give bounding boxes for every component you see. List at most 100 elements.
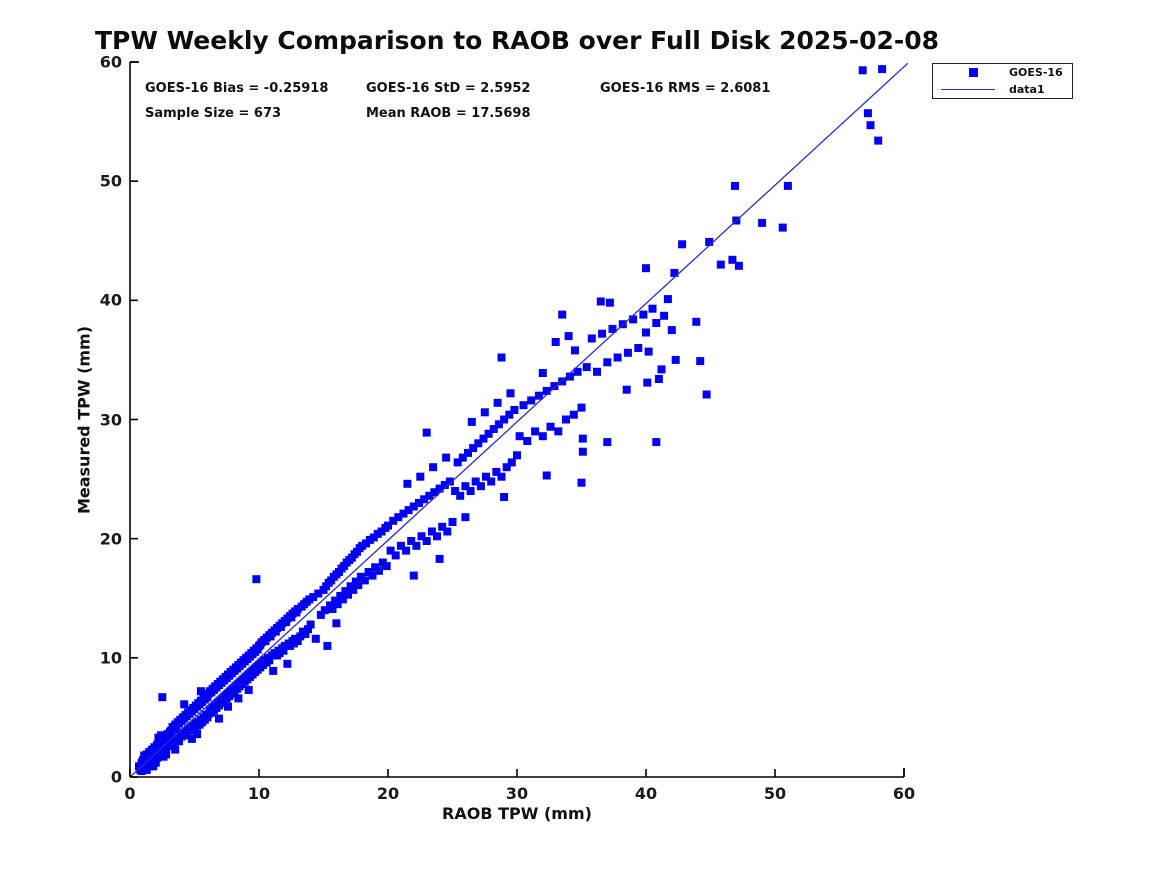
scatter-point [671,355,680,364]
scatter-point [309,593,318,602]
scatter-point [433,532,441,541]
scatter-point [657,365,666,374]
y-tick-label: 20 [99,529,122,549]
legend-label: data1 [1009,83,1045,96]
scatter-point [629,315,638,324]
scatter-point [523,437,532,445]
scatter-point [451,487,460,495]
scatter-point [180,700,189,709]
stat-std: GOES-16 StD = 2.5952 [366,81,531,96]
scatter-point [224,702,232,711]
goes16-scatter-points [135,65,887,775]
scatter-point [409,571,418,580]
scatter-point [306,620,315,629]
scatter-point [142,765,151,774]
scatter-point [448,518,457,526]
scatter-point [527,396,536,405]
scatter-point [728,255,737,264]
x-tick-label: 10 [247,784,271,803]
scatter-point [333,600,342,609]
scatter-point [731,181,739,190]
scatter-point [464,448,472,457]
scatter-point [453,458,462,467]
scatter-point [140,751,149,760]
scatter-point [159,752,168,761]
scatter-point [301,630,310,638]
scatter-point [593,367,601,376]
scatter-point [293,637,302,646]
scatter-point [670,268,679,277]
scatter-point [531,427,540,436]
scatter-point [402,546,411,555]
scatter-point [187,734,196,743]
scatter-point [430,488,439,497]
scatter-point [502,463,511,472]
scatter-point [667,326,676,335]
scatter-point [538,432,547,441]
fit-line [129,62,909,778]
scatter-point [409,502,418,511]
scatter-point [692,317,701,326]
scatter-point [510,406,519,414]
scatter-point [244,686,253,694]
scatter-point [515,432,524,441]
scatter-point [497,472,506,481]
scatter-point [663,295,672,304]
scatter-point [399,509,408,518]
scatter-point [587,334,596,343]
scatter-point [354,581,363,590]
scatter-point [474,439,483,448]
scatter-point [734,261,743,270]
scatter-point [874,136,883,145]
scatter-point [608,324,617,333]
scatter-point [320,606,329,615]
scatter-point [461,513,470,522]
scatter-point [603,358,612,367]
scatter-point [623,348,632,357]
scatter-point [569,410,578,419]
y-tick-label: 50 [99,171,122,191]
scatter-point [480,408,489,417]
scatter-point [778,223,787,232]
blue-square-marker-icon [969,68,978,77]
scatter-point [758,218,767,227]
scatter-point [296,632,305,641]
scatter-point [476,482,485,491]
scatter-point [542,386,551,395]
scatter-point [534,391,543,400]
scatter-point [391,551,400,560]
scatter-point [506,389,515,398]
scatter-point [546,422,555,431]
scatter-point [613,353,622,362]
scatter-point [497,353,506,362]
scatter-point [494,420,503,429]
scatter-point [332,619,341,628]
scatter-point [492,467,501,476]
x-tick-label: 20 [376,784,400,803]
scatter-point [323,641,332,650]
scatter-point [634,344,643,352]
scatter-point [314,589,323,598]
scatter-point [858,66,867,75]
scatter-point [396,541,405,550]
scatter-point [175,737,183,746]
scatter-point [412,541,421,550]
scatter-point [783,181,792,190]
scatter-point [407,537,416,545]
stat-bias: GOES-16 Bias = -0.25918 [145,81,329,96]
scatter-point [416,472,425,481]
scatter-point [554,427,563,436]
scatter-point [605,298,614,307]
scatter-point [279,646,288,655]
scatter-point [171,745,180,754]
scatter-point [417,532,426,541]
y-tick-label: 10 [99,648,122,668]
scatter-point [622,385,631,394]
scatter-point [215,714,223,723]
scatter-point [137,767,146,775]
legend-entry-data1: data1 [933,81,1072,98]
scatter-point [456,491,465,500]
scatter-point [863,109,872,118]
